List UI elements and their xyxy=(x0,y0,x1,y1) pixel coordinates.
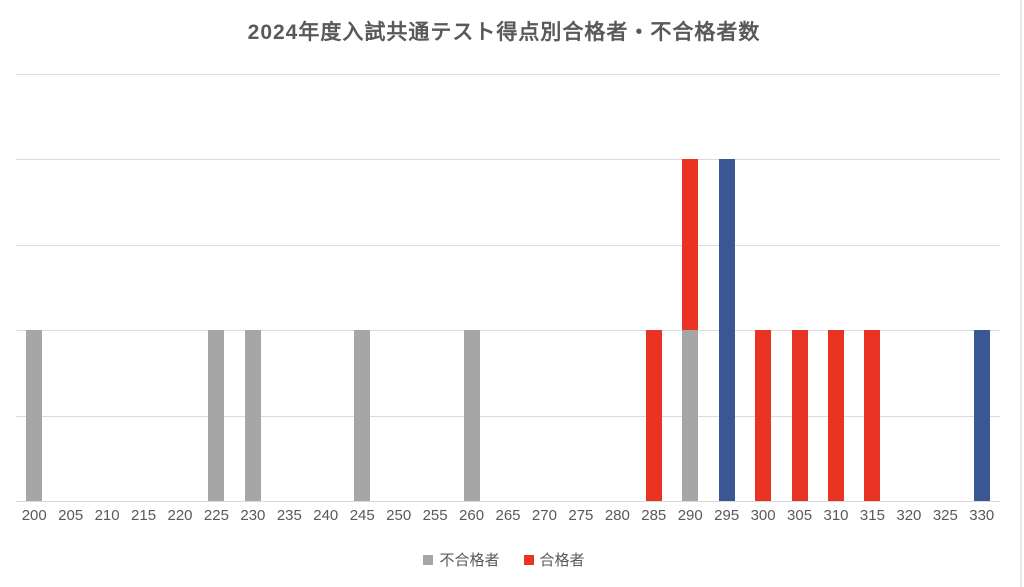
bar-不合格者-225 xyxy=(208,330,225,501)
x-tick-label-265: 265 xyxy=(495,507,521,524)
bar-不合格者-230 xyxy=(244,330,261,501)
x-tick-label-235: 235 xyxy=(276,507,302,524)
x-tick-label-230: 230 xyxy=(240,507,266,524)
chart-title: 2024年度入試共通テスト得点別合格者・不合格者数 xyxy=(247,21,761,44)
gridline xyxy=(16,74,1000,75)
x-tick-label-245: 245 xyxy=(349,507,375,524)
bar-不合格者-245 xyxy=(354,330,371,501)
legend: 不合格者 合格者 xyxy=(0,549,1008,570)
legend-label-fugokakusha: 不合格者 xyxy=(439,552,500,569)
bar-合格者-315 xyxy=(864,330,881,501)
legend-label-gokakusha: 合格者 xyxy=(539,552,585,569)
x-tick-label-270: 270 xyxy=(531,507,557,524)
x-axis-labels: 200 205 210 215 220 225 230 235 240 245 250 255 260 2… xyxy=(16,507,1000,529)
x-tick-label-250: 250 xyxy=(386,507,412,524)
bar-highlight-blue-295 xyxy=(718,159,735,501)
x-tick-label-260: 260 xyxy=(459,507,485,524)
x-tick-label-220: 220 xyxy=(167,507,193,524)
legend-item-fugokakusha: 不合格者 xyxy=(423,549,500,570)
gridline xyxy=(16,159,1000,161)
x-tick-label-310: 310 xyxy=(823,507,849,524)
legend-item-gokakusha: 合格者 xyxy=(523,549,585,570)
bar-合格者-285 xyxy=(645,330,662,501)
x-tick-label-200: 200 xyxy=(21,507,47,524)
gridline xyxy=(16,330,1000,332)
x-tick-label-255: 255 xyxy=(422,507,448,524)
x-tick-label-315: 315 xyxy=(859,507,885,524)
x-tick-label-205: 205 xyxy=(58,507,84,524)
x-tick-label-225: 225 xyxy=(203,507,229,524)
x-tick-label-215: 215 xyxy=(131,507,157,524)
x-tick-label-280: 280 xyxy=(604,507,630,524)
x-tick-label-325: 325 xyxy=(932,507,958,524)
x-tick-label-240: 240 xyxy=(313,507,339,524)
x-tick-label-300: 300 xyxy=(750,507,776,524)
x-tick-label-290: 290 xyxy=(677,507,703,524)
x-tick-label-330: 330 xyxy=(969,507,995,524)
x-tick-label-305: 305 xyxy=(787,507,813,524)
x-tick-label-320: 320 xyxy=(896,507,922,524)
bar-合格者-290 xyxy=(682,159,699,331)
bar-highlight-blue-330 xyxy=(973,330,990,501)
x-tick-label-285: 285 xyxy=(641,507,667,524)
page-edge-line xyxy=(1020,0,1022,587)
legend-swatch-gray-icon xyxy=(423,554,434,565)
bar-合格者-300 xyxy=(755,330,772,501)
bar-不合格者-260 xyxy=(463,330,480,501)
gridline xyxy=(16,244,1000,246)
x-tick-label-295: 295 xyxy=(714,507,740,524)
bar-不合格者-290 xyxy=(682,330,699,501)
legend-swatch-red-icon xyxy=(523,554,534,565)
plot-area xyxy=(16,74,1000,502)
bar-合格者-310 xyxy=(828,330,844,501)
bar-合格者-305 xyxy=(791,330,808,501)
x-tick-label-210: 210 xyxy=(94,507,120,524)
x-tick-label-275: 275 xyxy=(568,507,594,524)
gridline xyxy=(16,415,1000,417)
bar-不合格者-200 xyxy=(26,330,43,501)
